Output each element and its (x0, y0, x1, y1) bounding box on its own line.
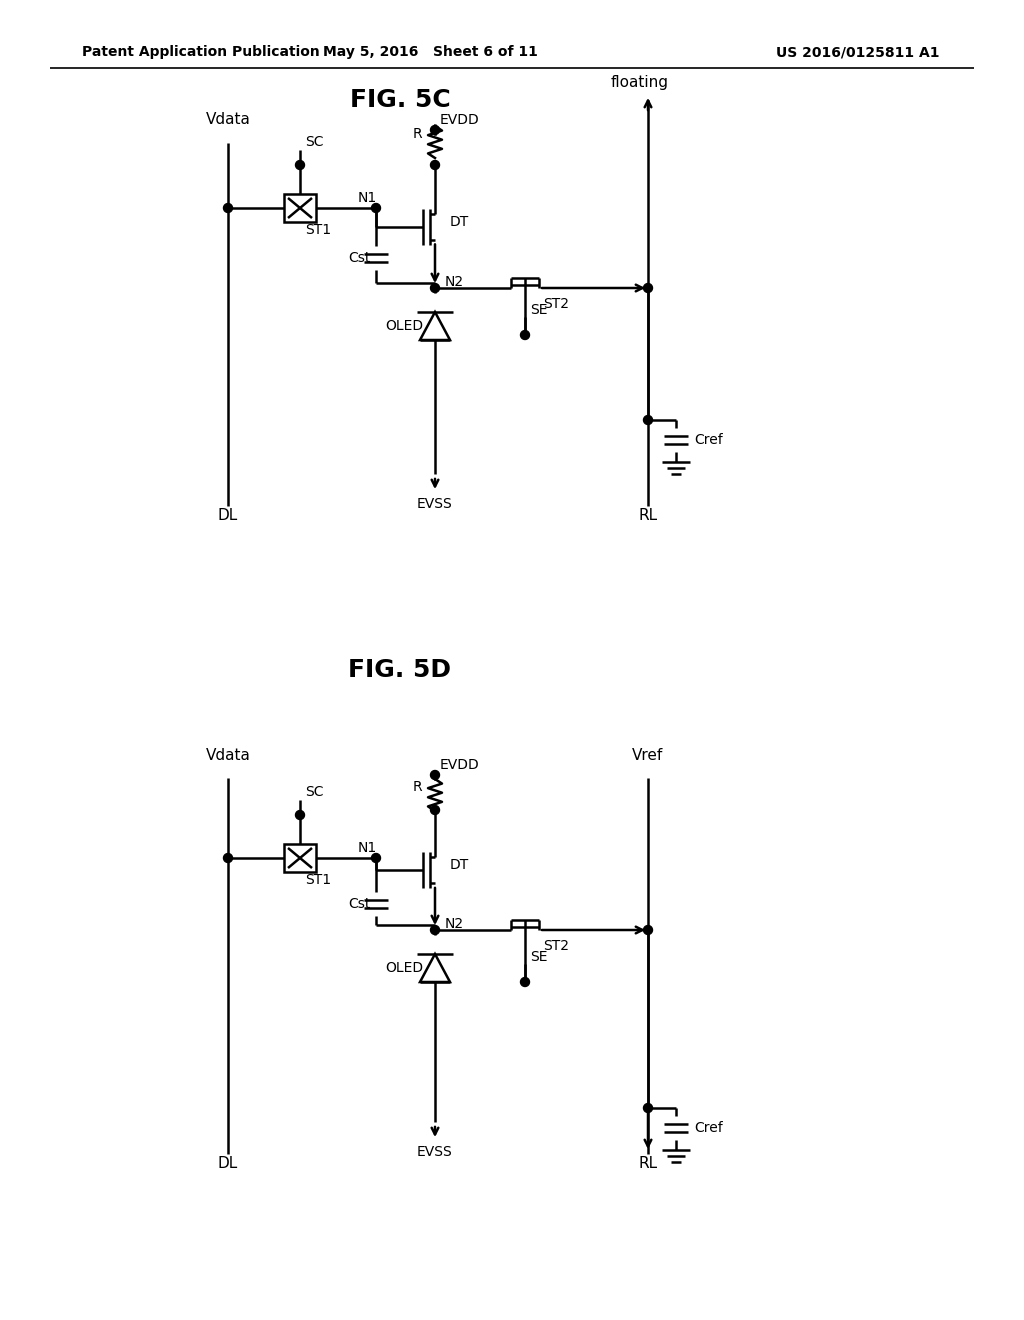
Text: ST1: ST1 (305, 873, 331, 887)
Circle shape (430, 925, 439, 935)
Text: RL: RL (638, 508, 657, 524)
Circle shape (296, 810, 304, 820)
Text: ST2: ST2 (543, 939, 569, 953)
Bar (284, 843, 316, 873)
Text: ST2: ST2 (543, 297, 569, 312)
Text: Vdata: Vdata (206, 112, 251, 128)
Text: SC: SC (305, 135, 324, 149)
Text: EVDD: EVDD (440, 758, 480, 772)
Text: DT: DT (450, 214, 469, 228)
Text: EVSS: EVSS (417, 498, 453, 511)
Text: EVSS: EVSS (417, 1144, 453, 1159)
Text: Vref: Vref (633, 747, 664, 763)
Circle shape (643, 284, 652, 293)
Text: N1: N1 (358, 191, 377, 205)
Text: SE: SE (530, 304, 548, 317)
Circle shape (223, 854, 232, 862)
Text: N2: N2 (445, 917, 464, 931)
Text: Patent Application Publication: Patent Application Publication (82, 45, 319, 59)
Text: N1: N1 (358, 841, 377, 855)
Circle shape (643, 1104, 652, 1113)
Text: SE: SE (530, 950, 548, 964)
Circle shape (223, 203, 232, 213)
Text: DL: DL (218, 508, 239, 524)
Text: FIG. 5D: FIG. 5D (348, 657, 452, 682)
Text: DL: DL (218, 1156, 239, 1172)
Circle shape (430, 125, 439, 135)
Text: May 5, 2016   Sheet 6 of 11: May 5, 2016 Sheet 6 of 11 (323, 45, 538, 59)
Text: R: R (413, 780, 422, 795)
Circle shape (372, 203, 381, 213)
Circle shape (643, 925, 652, 935)
Bar (284, 194, 316, 222)
Circle shape (430, 161, 439, 169)
Text: EVDD: EVDD (440, 114, 480, 127)
Text: floating: floating (611, 75, 669, 91)
Text: OLED: OLED (385, 961, 423, 975)
Text: Vdata: Vdata (206, 747, 251, 763)
Text: R: R (413, 127, 422, 141)
Text: US 2016/0125811 A1: US 2016/0125811 A1 (776, 45, 940, 59)
Circle shape (520, 330, 529, 339)
Circle shape (430, 284, 439, 293)
Circle shape (372, 854, 381, 862)
Circle shape (430, 771, 439, 780)
Text: Cst: Cst (348, 898, 371, 911)
Circle shape (520, 978, 529, 986)
Text: DT: DT (450, 858, 469, 873)
Circle shape (643, 416, 652, 425)
Text: Cref: Cref (694, 433, 723, 447)
Text: SC: SC (305, 785, 324, 799)
Circle shape (296, 161, 304, 169)
Text: RL: RL (638, 1156, 657, 1172)
Circle shape (430, 805, 439, 814)
Text: Cref: Cref (694, 1121, 723, 1135)
Text: ST1: ST1 (305, 223, 331, 238)
Text: OLED: OLED (385, 319, 423, 333)
Text: Cst: Cst (348, 251, 371, 265)
Text: N2: N2 (445, 275, 464, 289)
Text: FIG. 5C: FIG. 5C (349, 88, 451, 112)
